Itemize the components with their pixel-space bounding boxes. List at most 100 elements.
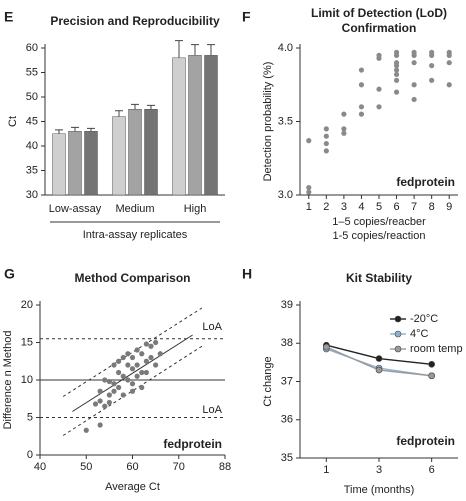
point [102, 403, 108, 409]
point [323, 133, 329, 139]
annotation: fedprotein [396, 434, 455, 448]
point [111, 388, 117, 394]
panel-letter: E [4, 9, 13, 25]
error-bar [191, 44, 199, 56]
point [376, 104, 382, 110]
y-tick-label: 3.5 [278, 115, 293, 127]
point [393, 63, 400, 69]
point [393, 52, 400, 58]
bar [144, 109, 158, 196]
y-tick-label: 5 [27, 411, 33, 423]
y-axis-label: Ct [7, 116, 19, 127]
error-bar [175, 40, 183, 58]
bar [128, 109, 142, 196]
point [125, 362, 131, 368]
point [129, 354, 136, 361]
bar [172, 57, 186, 196]
point [125, 377, 131, 383]
marker [428, 372, 435, 380]
x-tick-label: 4 [358, 201, 364, 213]
point [429, 52, 435, 58]
point [97, 388, 103, 394]
marker [375, 355, 383, 362]
x-tick-label: 5 [376, 201, 382, 213]
point [429, 63, 435, 69]
point [393, 71, 400, 78]
annotation: LoA [202, 404, 222, 416]
point [97, 398, 103, 404]
point [116, 384, 122, 391]
point [341, 126, 347, 132]
point [358, 82, 365, 88]
x-tick-label: 2 [323, 201, 329, 213]
point [134, 362, 140, 368]
x-tick-label: 60 [126, 461, 138, 473]
point [341, 111, 347, 117]
y-tick-label: 20 [21, 299, 33, 311]
y-axis-label: Difference n Method [2, 331, 14, 430]
point [120, 354, 126, 361]
point [120, 392, 126, 398]
legend-marker [394, 315, 402, 323]
point [323, 148, 329, 154]
point [92, 401, 99, 407]
point [306, 185, 312, 191]
legend-label: room temp [410, 343, 463, 355]
point [358, 111, 365, 117]
point [106, 399, 112, 406]
y-tick-label: 60 [26, 42, 38, 54]
x-tick-label: 3 [341, 201, 347, 213]
marker [375, 366, 383, 374]
y-tick-label: 15 [21, 336, 33, 348]
y-tick-label: 10 [21, 374, 33, 386]
point [148, 343, 154, 349]
y-tick-label: 55 [26, 66, 38, 78]
point [139, 384, 145, 391]
y-tick-label: 50 [26, 91, 38, 103]
x-axis-label: Intra-assay replicates [83, 229, 188, 241]
x-tick-label: 6 [393, 201, 399, 213]
y-axis-label: Detection probability (%) [262, 62, 274, 182]
point [129, 366, 136, 372]
point [120, 373, 126, 379]
point [323, 140, 329, 147]
point [143, 341, 149, 347]
x-axis-label: 1–5 copies/reacber [332, 216, 426, 228]
y-tick-label: 3.0 [278, 189, 293, 201]
point [139, 351, 145, 357]
y-tick-label: 36 [281, 414, 293, 426]
point [134, 347, 140, 353]
point [446, 52, 452, 58]
point [411, 82, 417, 88]
y-tick-label: 30 [26, 189, 38, 201]
legend-label: -20°C [410, 313, 438, 325]
legend-marker [394, 345, 402, 353]
point [83, 427, 89, 433]
x-tick-label: 1 [306, 201, 312, 213]
point [153, 339, 159, 346]
bar [52, 133, 66, 196]
point [148, 354, 154, 361]
point [157, 351, 163, 357]
x-tick-label: 1 [323, 464, 329, 476]
point [411, 60, 417, 66]
y-axis-label: Ct change [262, 356, 274, 406]
point [358, 104, 365, 110]
point [106, 392, 112, 398]
x-tick-label: 8 [429, 201, 435, 213]
x-tick-label: 70 [173, 461, 185, 473]
point [306, 189, 312, 195]
point [376, 86, 382, 92]
y-tick-label: 38 [281, 337, 293, 349]
x-tick-label: High [184, 203, 207, 215]
x-tick-label: 9 [446, 201, 452, 213]
marker [323, 343, 330, 351]
point [106, 378, 112, 385]
point [323, 126, 329, 132]
error-bar [115, 110, 123, 117]
x-axis-label: 1-5 copies/reaction [333, 230, 426, 242]
marker [428, 360, 435, 368]
legend-label: 4°C [410, 328, 429, 340]
panel-letter: F [242, 9, 251, 25]
error-bar [207, 44, 215, 56]
